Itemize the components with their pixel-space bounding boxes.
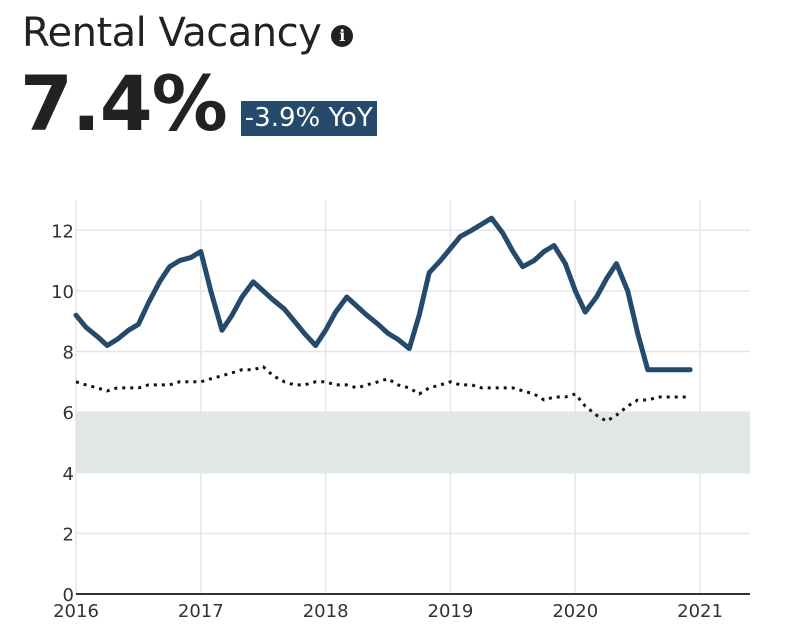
y-tick-label: 0 — [63, 585, 74, 606]
x-tick-label: 2016 — [53, 601, 99, 622]
reference-band — [76, 412, 750, 473]
title-row: Rental Vacancy i — [22, 10, 354, 56]
info-icon[interactable]: i — [331, 25, 354, 47]
y-tick-label: 4 — [63, 464, 74, 485]
reference-series-line — [75, 365, 691, 423]
current-value: 7.4% — [20, 59, 228, 148]
yoy-badge: -3.9% YoY — [240, 100, 377, 136]
y-tick-label: 10 — [51, 282, 74, 303]
grid-layer — [75, 200, 750, 595]
y-tick-label: 6 — [63, 403, 74, 424]
page-title: Rental Vacancy — [22, 10, 322, 56]
x-tick-label: 2018 — [303, 601, 349, 622]
y-tick-label: 8 — [63, 343, 74, 364]
rental-vacancy-chart: 2016 2017 2018 2019 2020 2021 0 2 4 6 8 10 12 — [51, 200, 750, 622]
x-tick-label: 2019 — [428, 601, 474, 622]
series-layer — [73, 215, 693, 423]
value-row: 7.4% -3.9% YoY — [20, 66, 377, 142]
axis-layer: 2016 2017 2018 2019 2020 2021 0 2 4 6 8 10 12 — [51, 221, 750, 622]
x-tick-label: 2021 — [677, 601, 723, 622]
y-tick-label: 12 — [51, 221, 74, 242]
x-tick-label: 2017 — [178, 601, 224, 622]
y-tick-label: 2 — [63, 524, 74, 545]
x-tick-label: 2020 — [552, 601, 598, 622]
vacancy-series-line — [73, 215, 693, 373]
